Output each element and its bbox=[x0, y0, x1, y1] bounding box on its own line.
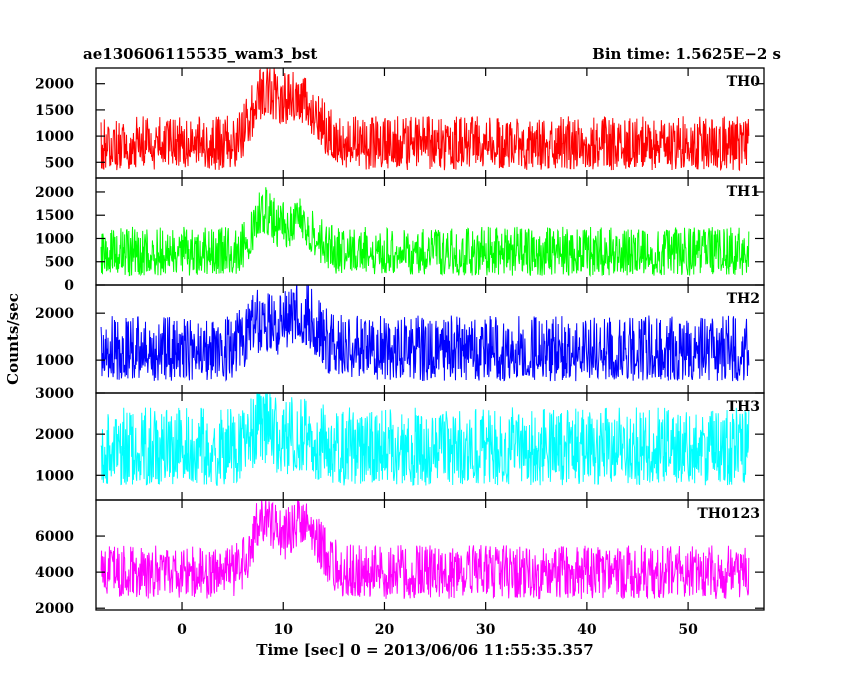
panel-label-th0: TH0 bbox=[727, 74, 761, 90]
series-line-th3 bbox=[100, 393, 750, 486]
y-tick-label: 1000 bbox=[35, 129, 74, 145]
panel-label-th3: TH3 bbox=[727, 399, 760, 415]
y-tick-label: 1500 bbox=[35, 208, 74, 224]
y-tick-label: 2000 bbox=[35, 77, 74, 93]
panel-th1: 0 500 1000 1500 2000 TH1 bbox=[35, 177, 765, 294]
y-tick-label: 500 bbox=[45, 155, 74, 171]
y-tick-label: 2000 bbox=[35, 601, 74, 617]
y-axis-label: Counts/sec bbox=[4, 293, 22, 385]
y-tick-label: 2000 bbox=[35, 185, 74, 201]
y-tick-label: 1000 bbox=[35, 468, 74, 484]
y-tick-label: 1500 bbox=[35, 103, 74, 119]
panel-label-th1: TH1 bbox=[727, 184, 760, 200]
panels-group: 500 1000 1500 2000 TH0 0 500 1000 1500 2000 TH1 100… bbox=[35, 67, 765, 617]
panel-label-th0123: TH0123 bbox=[697, 506, 760, 522]
x-axis-label: Time [sec] 0 = 2013/06/06 11:55:35.357 bbox=[256, 641, 593, 659]
x-tick-label: 10 bbox=[274, 622, 294, 638]
panel-th0: 500 1000 1500 2000 TH0 bbox=[35, 67, 765, 179]
y-tick-label: 4000 bbox=[35, 565, 74, 581]
y-tick-label: 3000 bbox=[35, 386, 74, 402]
y-tick-label: 2000 bbox=[35, 427, 74, 443]
y-tick-label: 0 bbox=[64, 278, 74, 294]
panel-th0123: 2000 4000 6000 TH0123 bbox=[35, 499, 765, 617]
x-tick-label: 0 bbox=[177, 622, 187, 638]
y-tick-label: 500 bbox=[45, 255, 74, 271]
bin-time-label: Bin time: 1.5625E−2 s bbox=[592, 45, 781, 63]
x-tick-label: 20 bbox=[375, 622, 395, 638]
panel-th2: 1000 2000 TH2 bbox=[35, 284, 765, 394]
x-axis: 0 10 20 30 40 50 bbox=[177, 622, 698, 638]
y-tick-label: 6000 bbox=[35, 529, 74, 545]
y-tick-label: 2000 bbox=[35, 306, 74, 322]
panel-label-th2: TH2 bbox=[727, 291, 760, 307]
panel-frame bbox=[95, 499, 765, 611]
series-line-th0 bbox=[100, 68, 750, 172]
x-tick-label: 50 bbox=[678, 622, 698, 638]
chart-title: ae130606115535_wam3_bst bbox=[83, 45, 317, 63]
y-tick-label: 1000 bbox=[35, 353, 74, 369]
series-line-th2 bbox=[100, 285, 750, 382]
series-line-th1 bbox=[100, 187, 750, 277]
x-tick-label: 40 bbox=[577, 622, 597, 638]
series-line-th0123 bbox=[100, 500, 750, 600]
x-tick-label: 30 bbox=[476, 622, 496, 638]
panel-th3: 1000 2000 3000 TH3 bbox=[35, 386, 765, 501]
y-tick-label: 1000 bbox=[35, 231, 74, 247]
